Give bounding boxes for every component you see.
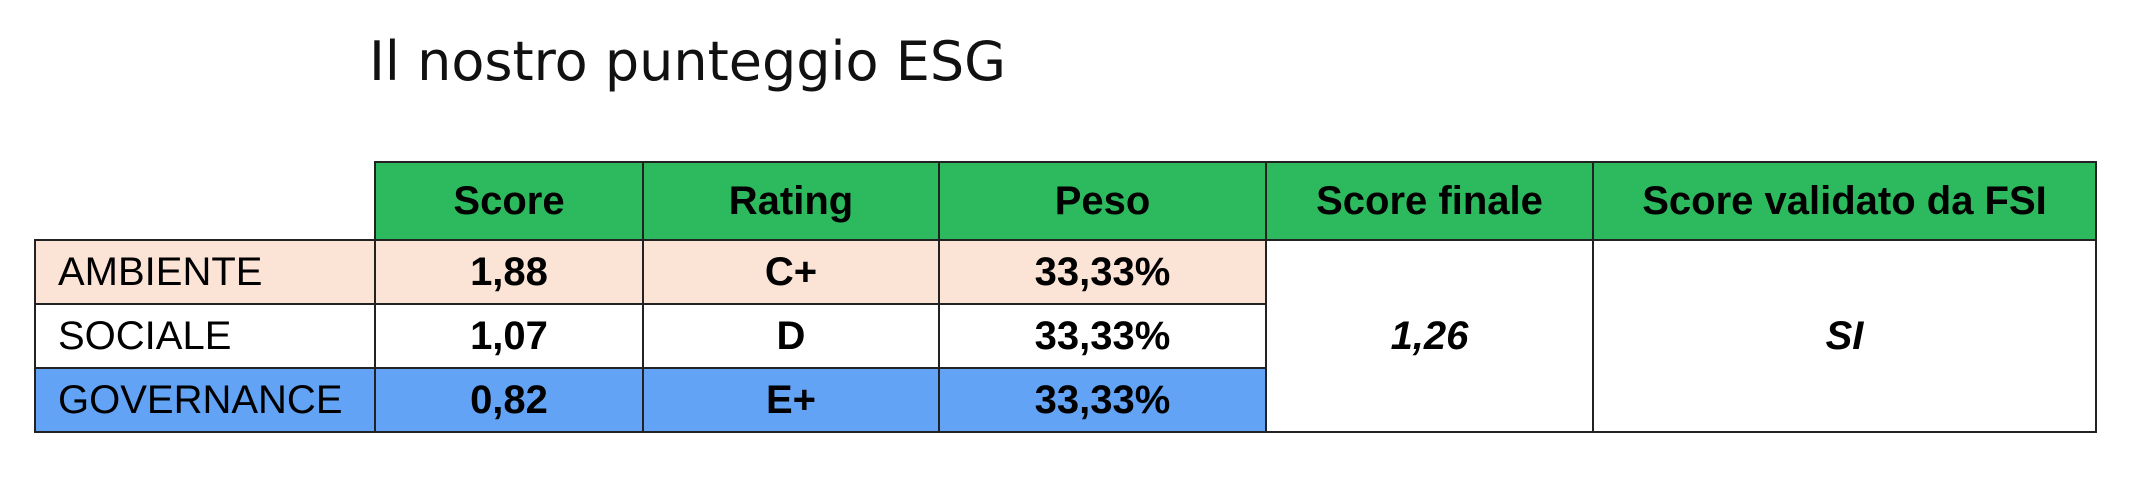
cell: 1,07: [374, 303, 644, 369]
row-label: AMBIENTE: [34, 239, 376, 305]
cell: 33,33%: [938, 367, 1267, 433]
cell: C+: [642, 239, 940, 305]
column-header: Peso: [938, 161, 1267, 241]
cell: 0,82: [374, 367, 644, 433]
column-header: Rating: [642, 161, 940, 241]
score-validato: SI: [1592, 239, 2097, 433]
cell: E+: [642, 367, 940, 433]
cell: 33,33%: [938, 303, 1267, 369]
row: GOVERNANCE 0,82 E+ 33,33%: [34, 367, 2096, 433]
cell: D: [642, 303, 940, 369]
score-finale: 1,26: [1265, 239, 1594, 433]
blank-cell: [35, 162, 376, 241]
title: Il nostro punteggio ESG: [369, 30, 1007, 93]
row-label: GOVERNANCE: [34, 367, 376, 433]
row: AMBIENTE 1,88 C+ 33,33% 1,26 SI: [34, 239, 2097, 433]
column-header: Score: [374, 161, 644, 241]
column-header: Score finale: [1265, 161, 1594, 241]
header-row: Score Rating Peso Score finale Score val…: [35, 161, 2097, 241]
row-label: SOCIALE: [34, 303, 376, 369]
cell: 33,33%: [938, 239, 1267, 305]
row: SOCIALE 1,07 D 33,33%: [34, 303, 2096, 369]
esg-table: Score Rating Peso Score finale Score val…: [34, 161, 2097, 433]
cell: 1,88: [374, 239, 644, 305]
column-header: Score validato da FSI: [1592, 161, 2097, 241]
